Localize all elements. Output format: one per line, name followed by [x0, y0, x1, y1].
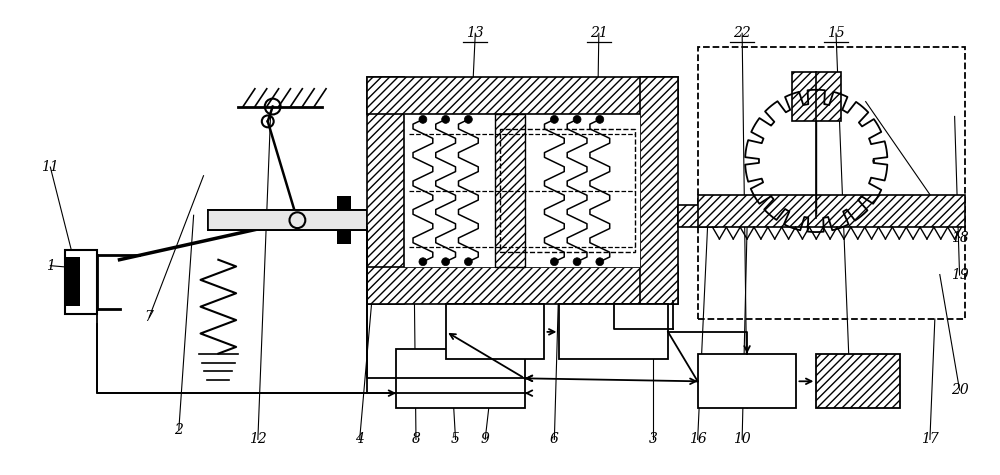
Bar: [65, 257, 80, 306]
Circle shape: [442, 115, 450, 124]
Bar: [65, 250, 97, 314]
Circle shape: [596, 115, 604, 124]
Bar: [698, 196, 965, 227]
Bar: [367, 77, 404, 304]
Text: 5: 5: [451, 432, 460, 446]
Text: 13: 13: [466, 26, 484, 40]
Circle shape: [573, 258, 581, 266]
Text: 9: 9: [481, 432, 490, 446]
Bar: [367, 266, 678, 304]
Text: 6: 6: [550, 432, 559, 446]
Bar: [208, 210, 367, 230]
Circle shape: [573, 115, 581, 124]
Text: 16: 16: [689, 432, 707, 446]
Circle shape: [596, 258, 604, 266]
Bar: [337, 230, 351, 244]
Bar: [367, 266, 678, 304]
Text: 18: 18: [951, 230, 968, 245]
Bar: [208, 210, 367, 230]
Bar: [367, 77, 678, 114]
Text: 19: 19: [951, 268, 968, 282]
Bar: [678, 205, 717, 227]
Bar: [495, 114, 525, 266]
Text: 7: 7: [145, 310, 154, 324]
Bar: [792, 72, 841, 122]
Bar: [500, 129, 635, 252]
Circle shape: [550, 115, 558, 124]
Text: 12: 12: [249, 432, 267, 446]
Bar: [792, 72, 841, 122]
Bar: [367, 77, 404, 304]
Circle shape: [419, 258, 427, 266]
Bar: [446, 304, 544, 359]
Bar: [640, 77, 678, 304]
Circle shape: [442, 258, 450, 266]
Text: 22: 22: [733, 26, 751, 40]
Text: 11: 11: [41, 160, 59, 174]
Bar: [208, 210, 367, 230]
Text: 8: 8: [412, 432, 420, 446]
Text: 21: 21: [590, 26, 608, 40]
Bar: [698, 196, 965, 227]
Bar: [559, 304, 668, 359]
Text: 2: 2: [174, 423, 183, 437]
Text: 15: 15: [827, 26, 845, 40]
Text: 4: 4: [355, 432, 364, 446]
Bar: [404, 114, 640, 266]
Bar: [640, 77, 678, 304]
Text: 20: 20: [951, 383, 968, 397]
Circle shape: [419, 115, 427, 124]
Circle shape: [550, 258, 558, 266]
Bar: [698, 47, 965, 319]
Circle shape: [464, 115, 472, 124]
Bar: [495, 114, 525, 266]
Text: 17: 17: [921, 432, 939, 446]
Bar: [396, 349, 525, 408]
Bar: [678, 205, 717, 227]
Text: 1: 1: [46, 259, 55, 273]
Text: 3: 3: [649, 432, 658, 446]
Bar: [337, 197, 351, 210]
Circle shape: [464, 258, 472, 266]
Bar: [816, 353, 900, 408]
Bar: [816, 353, 900, 408]
Bar: [698, 353, 796, 408]
Text: 10: 10: [733, 432, 751, 446]
Bar: [367, 77, 678, 114]
